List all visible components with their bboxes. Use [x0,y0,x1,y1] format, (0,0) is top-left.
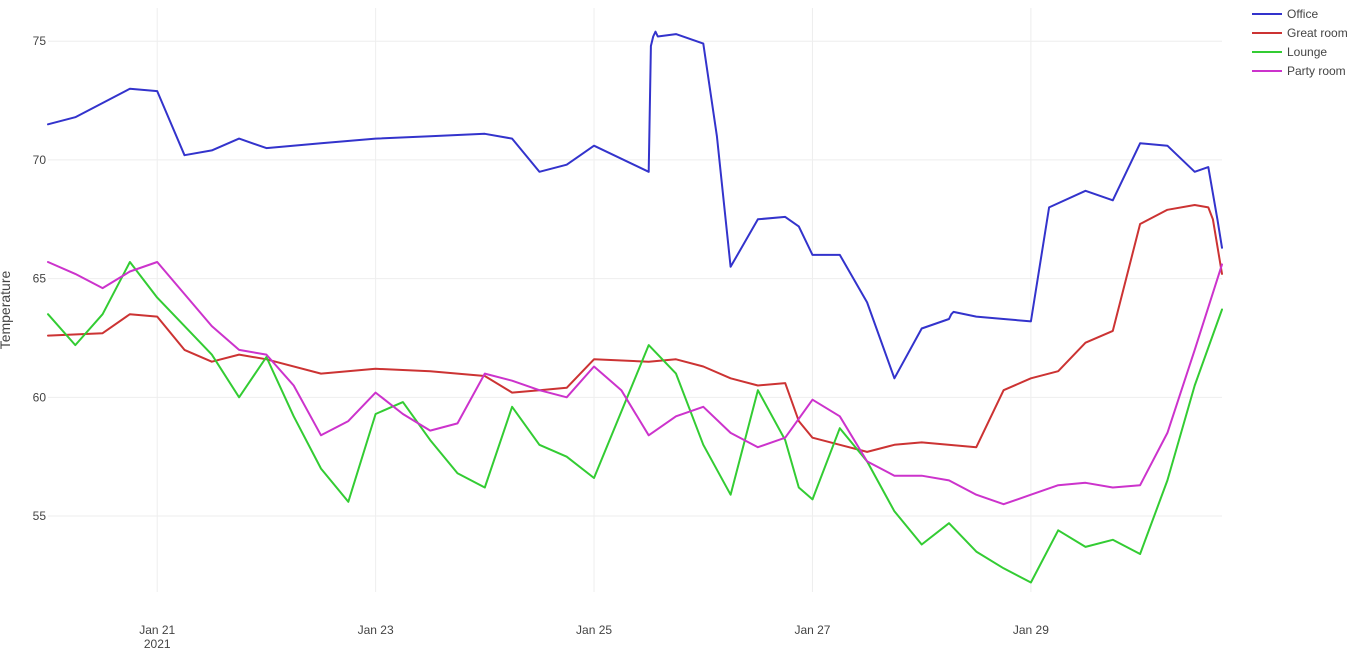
x-tick-year-label: 2021 [144,637,171,649]
series-line-office [47,30,1223,380]
x-tick-label: Jan 27 [794,623,830,637]
x-tick-label: Jan 21 [139,623,175,637]
x-tick-label: Jan 25 [576,623,612,637]
legend-label-office: Office [1287,7,1318,21]
x-tick-label: Jan 29 [1013,623,1049,637]
y-tick-label: 60 [33,390,47,404]
series-line-party-room [47,261,1223,506]
y-tick-label: 75 [33,34,47,48]
y-axis-tick-labels: 55 60 65 70 75 [33,34,47,523]
series-line-great-room [47,204,1223,453]
y-tick-label: 70 [33,153,47,167]
series-lines [47,30,1223,584]
legend: Office Great room Lounge Party room [1252,7,1348,78]
legend-label-lounge: Lounge [1287,45,1327,59]
gridlines [48,8,1222,592]
y-axis-title: Temperature [0,270,13,349]
x-tick-label: Jan 23 [358,623,394,637]
y-tick-label: 65 [33,272,47,286]
series-line-lounge [47,261,1223,584]
legend-label-party-room: Party room [1287,64,1346,78]
y-tick-label: 55 [33,509,47,523]
legend-label-great-room: Great room [1287,26,1348,40]
